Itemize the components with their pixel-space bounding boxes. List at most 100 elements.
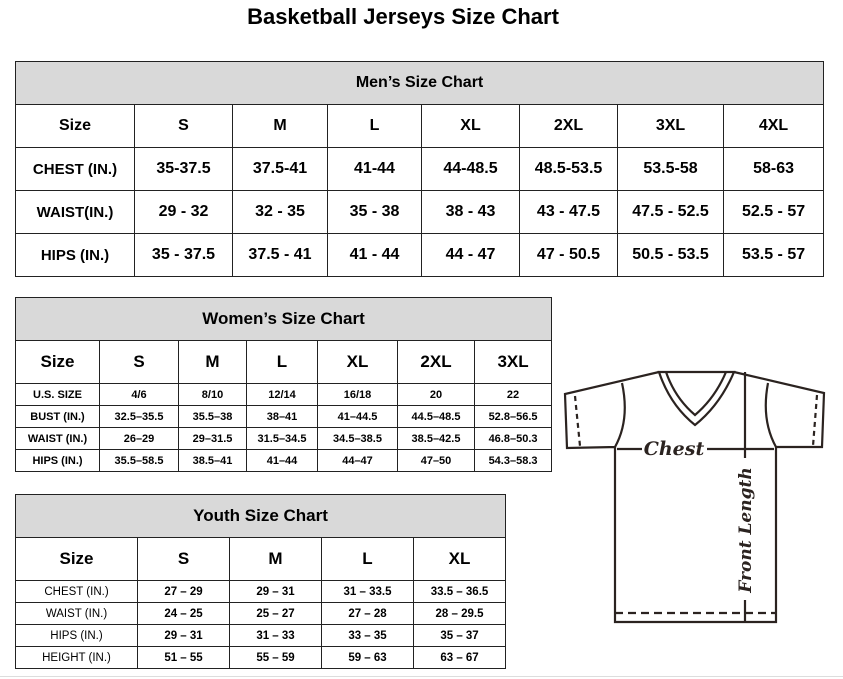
- measurement-cell: 35.5–38: [178, 405, 247, 428]
- table-row: CHEST (IN.) 35-37.5 37.5-41 41-44 44-48.5 48.…: [15, 147, 825, 191]
- measurement-cell: 46.8–50.3: [473, 427, 553, 450]
- measurement-cell: 27 – 29: [137, 580, 230, 603]
- womens-size-table: Women’s Size Chart Size S M L XL 2XL 3XL U.S. SI…: [14, 297, 553, 472]
- size-column-header: XL: [317, 340, 398, 384]
- size-column-header: S: [99, 340, 179, 384]
- table-row: HIPS (IN.) 35.5–58.5 38.5–41 41–44 44–47 47–5…: [15, 449, 553, 472]
- measurement-cell: 29 – 31: [137, 624, 230, 647]
- size-column-header: M: [178, 340, 247, 384]
- row-label: HIPS (IN.): [15, 233, 135, 277]
- header-row: Size S M L XL 2XL 3XL: [15, 340, 553, 384]
- measurement-cell: 48.5-53.5: [519, 147, 618, 191]
- measurement-cell: 37.5 - 41: [232, 233, 328, 277]
- measurement-cell: 38 - 43: [421, 190, 520, 234]
- measurement-cell: 59 – 63: [321, 646, 414, 669]
- size-column-header: L: [321, 537, 414, 581]
- measurement-cell: 35 - 38: [327, 190, 422, 234]
- measurement-cell: 51 – 55: [137, 646, 230, 669]
- collar: [657, 370, 736, 427]
- measurement-cell: 52.8–56.5: [473, 405, 553, 428]
- measurement-cell: 20: [397, 383, 475, 406]
- measurement-cell: 44.5–48.5: [397, 405, 475, 428]
- measurement-cell: 58-63: [722, 147, 825, 191]
- measurement-cell: 24 – 25: [137, 602, 230, 625]
- chest-label: Chest: [644, 438, 705, 460]
- divider: [0, 676, 843, 677]
- size-column-header: M: [229, 537, 322, 581]
- row-label: U.S. SIZE: [15, 383, 100, 406]
- left-sleeve-hem: [573, 395, 582, 447]
- measurement-cell: 50.5 - 53.5: [617, 233, 724, 277]
- measurement-cell: 43 - 47.5: [519, 190, 618, 234]
- measurement-cell: 35 - 37.5: [134, 233, 233, 277]
- right-sleeve-hem: [811, 394, 819, 447]
- youth-size-table: Youth Size Chart Size S M L XL CHEST (IN.) 27 –…: [14, 494, 507, 669]
- measurement-cell: 32 - 35: [232, 190, 328, 234]
- row-label: HIPS (IN.): [15, 449, 100, 472]
- size-header: Size: [15, 340, 100, 384]
- measurement-cell: 29 - 32: [134, 190, 233, 234]
- measurement-cell: 29–31.5: [178, 427, 247, 450]
- size-column-header: S: [134, 104, 233, 148]
- measurement-cell: 22: [473, 383, 553, 406]
- measurement-cell: 44–47: [317, 449, 398, 472]
- measurement-cell: 41 - 44: [327, 233, 422, 277]
- row-label: WAIST (IN.): [15, 602, 138, 625]
- jersey-outline: [563, 370, 826, 624]
- men-table-title: Men’s Size Chart: [14, 61, 825, 105]
- size-column-header: 3XL: [617, 104, 724, 148]
- measurement-cell: 33.5 – 36.5: [412, 580, 507, 603]
- measurement-cell: 38.5–42.5: [397, 427, 475, 450]
- row-label: HIPS (IN.): [15, 624, 138, 647]
- table-row: WAIST (IN.) 24 – 25 25 – 27 27 – 28 28 – 29.…: [15, 602, 507, 625]
- size-header: Size: [15, 537, 138, 581]
- measurement-cell: 32.5–35.5: [99, 405, 179, 428]
- measurement-cell: 29 – 31: [229, 580, 322, 603]
- table-row: WAIST(IN.) 29 - 32 32 - 35 35 - 38 38 - 43 43…: [15, 190, 825, 234]
- measurement-cell: 28 – 29.5: [412, 602, 507, 625]
- measurement-cell: 53.5 - 57: [722, 233, 825, 277]
- youth-table-title: Youth Size Chart: [14, 494, 507, 538]
- table-row: HIPS (IN.) 29 – 31 31 – 33 33 – 35 35 – 37: [15, 624, 507, 647]
- measurement-cell: 47.5 - 52.5: [617, 190, 724, 234]
- row-label: WAIST(IN.): [15, 190, 135, 234]
- table-row: HEIGHT (IN.) 51 – 55 55 – 59 59 – 63 63 – 67: [15, 646, 507, 669]
- table-row: CHEST (IN.) 27 – 29 29 – 31 31 – 33.5 33.5 –…: [15, 580, 507, 603]
- page-title: Basketball Jerseys Size Chart: [247, 4, 559, 29]
- row-label: BUST (IN.): [15, 405, 100, 428]
- row-label: CHEST (IN.): [15, 147, 135, 191]
- table-row: HIPS (IN.) 35 - 37.5 37.5 - 41 41 - 44 44 - …: [15, 233, 825, 277]
- row-label: HEIGHT (IN.): [15, 646, 138, 669]
- row-label: CHEST (IN.): [15, 580, 138, 603]
- size-column-header: 2XL: [397, 340, 475, 384]
- measurement-cell: 33 – 35: [321, 624, 414, 647]
- measurement-cell: 63 – 67: [412, 646, 507, 669]
- measurement-cell: 35 – 37: [412, 624, 507, 647]
- row-label: WAIST (IN.): [15, 427, 100, 450]
- front-length-label: Front Length: [736, 467, 756, 593]
- measurement-cell: 37.5-41: [232, 147, 328, 191]
- size-column-header: S: [137, 537, 230, 581]
- jersey-diagram: Chest Front Length: [563, 370, 826, 624]
- table-row: U.S. SIZE 4/6 8/10 12/14 16/18 20 22: [15, 383, 553, 406]
- measurement-cell: 41-44: [327, 147, 422, 191]
- size-column-header: 3XL: [473, 340, 553, 384]
- size-column-header: 2XL: [519, 104, 618, 148]
- size-header: Size: [15, 104, 135, 148]
- header-row: Size S M L XL 2XL 3XL 4XL: [15, 104, 825, 148]
- table-row: BUST (IN.) 32.5–35.5 35.5–38 38–41 41–44.5 44…: [15, 405, 553, 428]
- size-column-header: XL: [412, 537, 507, 581]
- measurement-cell: 47–50: [397, 449, 475, 472]
- table-row: WAIST (IN.) 26–29 29–31.5 31.5–34.5 34.5–38.…: [15, 427, 553, 450]
- size-column-header: 4XL: [722, 104, 825, 148]
- header-row: Size S M L XL: [15, 537, 507, 581]
- women-table-title: Women’s Size Chart: [14, 297, 553, 341]
- measurement-cell: 31.5–34.5: [246, 427, 318, 450]
- measurement-cell: 47 - 50.5: [519, 233, 618, 277]
- measurement-cell: 55 – 59: [229, 646, 322, 669]
- measurement-cell: 52.5 - 57: [722, 190, 825, 234]
- measurement-cell: 12/14: [246, 383, 318, 406]
- size-column-header: L: [327, 104, 422, 148]
- measurement-cell: 27 – 28: [321, 602, 414, 625]
- measurement-cell: 41–44: [246, 449, 318, 472]
